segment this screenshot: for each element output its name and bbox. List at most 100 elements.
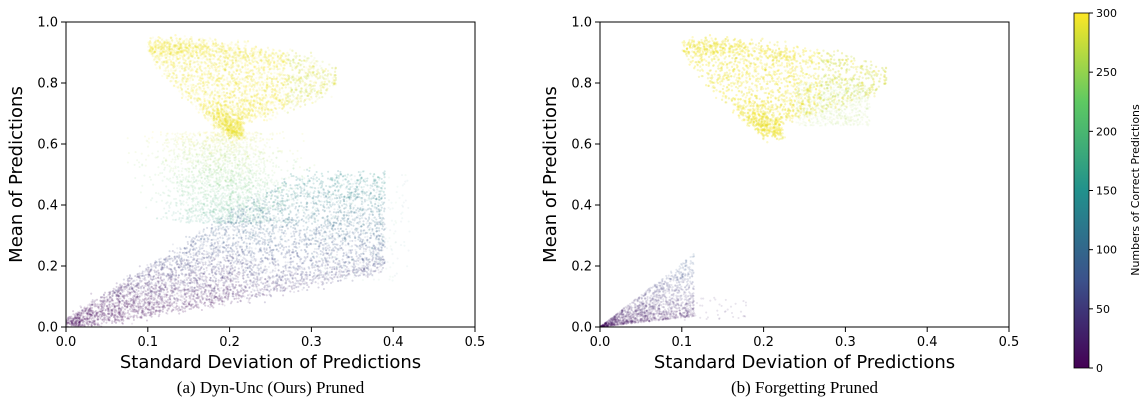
data-point: [265, 73, 269, 77]
data-point: [190, 76, 194, 79]
data-point: [168, 55, 171, 59]
data-point: [229, 105, 232, 108]
data-point: [167, 69, 170, 72]
data-point: [171, 57, 175, 61]
data-point: [254, 65, 257, 68]
data-point: [300, 97, 303, 100]
data-point: [238, 133, 241, 136]
data-point: [272, 75, 276, 78]
data-point: [212, 45, 215, 48]
data-point: [330, 95, 333, 99]
data-point: [235, 54, 238, 57]
data-point: [196, 51, 200, 55]
data-point: [199, 45, 202, 48]
data-point: [320, 83, 323, 86]
data-point: [291, 103, 295, 106]
data-point: [219, 106, 223, 110]
data-point: [267, 81, 270, 84]
data-point: [245, 104, 248, 107]
data-point: [193, 100, 197, 103]
data-point: [290, 88, 294, 92]
data-point: [303, 91, 306, 95]
data-point: [164, 69, 167, 72]
data-point: [238, 127, 242, 131]
data-point: [210, 123, 213, 126]
data-point: [329, 73, 332, 76]
data-point: [160, 61, 163, 64]
data-point: [181, 92, 184, 96]
data-point: [200, 87, 203, 90]
data-point: [206, 107, 209, 111]
data-point: [208, 36, 211, 40]
data-point: [299, 100, 303, 103]
data-point: [161, 74, 164, 78]
data-point: [198, 76, 202, 80]
data-point: [197, 55, 201, 58]
data-point: [279, 95, 283, 98]
data-point: [260, 65, 263, 68]
data-point: [218, 115, 222, 118]
data-point: [326, 69, 330, 72]
data-point: [223, 115, 226, 118]
data-point: [310, 75, 313, 78]
data-point: [167, 39, 170, 42]
data-point: [261, 99, 264, 102]
data-point: [318, 96, 321, 99]
data-point: [195, 105, 198, 108]
data-point: [229, 116, 232, 119]
data-point: [157, 39, 160, 42]
data-point: [236, 59, 240, 62]
data-point: [207, 119, 210, 122]
data-point: [208, 117, 212, 121]
data-point: [153, 52, 156, 55]
data-point: [187, 50, 190, 53]
data-point: [223, 49, 227, 52]
data-point: [201, 51, 204, 55]
data-point: [275, 75, 279, 79]
data-point: [289, 48, 292, 51]
data-point: [244, 121, 247, 124]
data-point: [310, 97, 313, 100]
data-point: [316, 93, 320, 96]
data-point: [296, 103, 299, 106]
data-point: [234, 72, 238, 76]
chart-a: 0.0 0.1 0.2 0.3 0.4 0.5 0.00.20.40.60.81.0 St…: [6, 16, 485, 398]
data-point: [274, 116, 277, 119]
data-point: [155, 67, 158, 70]
data-point: [235, 126, 238, 129]
data-point: [220, 122, 224, 126]
data-point: [211, 112, 214, 116]
data-point: [229, 116, 232, 120]
data-point: [204, 93, 207, 97]
data-point: [256, 50, 260, 54]
data-point: [238, 78, 242, 81]
data-point: [266, 111, 269, 114]
data-point: [257, 72, 260, 75]
data-point: [213, 49, 217, 53]
data-point: [196, 92, 199, 95]
data-point: [274, 84, 278, 87]
data-point: [215, 77, 218, 81]
data-point: [227, 130, 230, 133]
data-point: [166, 72, 169, 75]
data-point: [257, 56, 261, 59]
data-point: [203, 71, 206, 74]
data-point: [259, 115, 262, 118]
data-point: [257, 81, 261, 84]
data-point: [194, 93, 197, 96]
data-point: [189, 77, 192, 80]
data-point: [152, 43, 156, 47]
data-point: [221, 58, 224, 61]
data-point: [184, 96, 188, 99]
data-point: [229, 50, 232, 53]
data-point: [178, 90, 181, 93]
data-point: [218, 67, 221, 70]
data-point: [204, 69, 208, 72]
data-point: [189, 97, 192, 100]
data-point: [160, 39, 164, 42]
data-point: [236, 44, 239, 47]
data-point: [214, 87, 217, 90]
data-point: [325, 82, 329, 86]
data-point: [195, 91, 198, 94]
